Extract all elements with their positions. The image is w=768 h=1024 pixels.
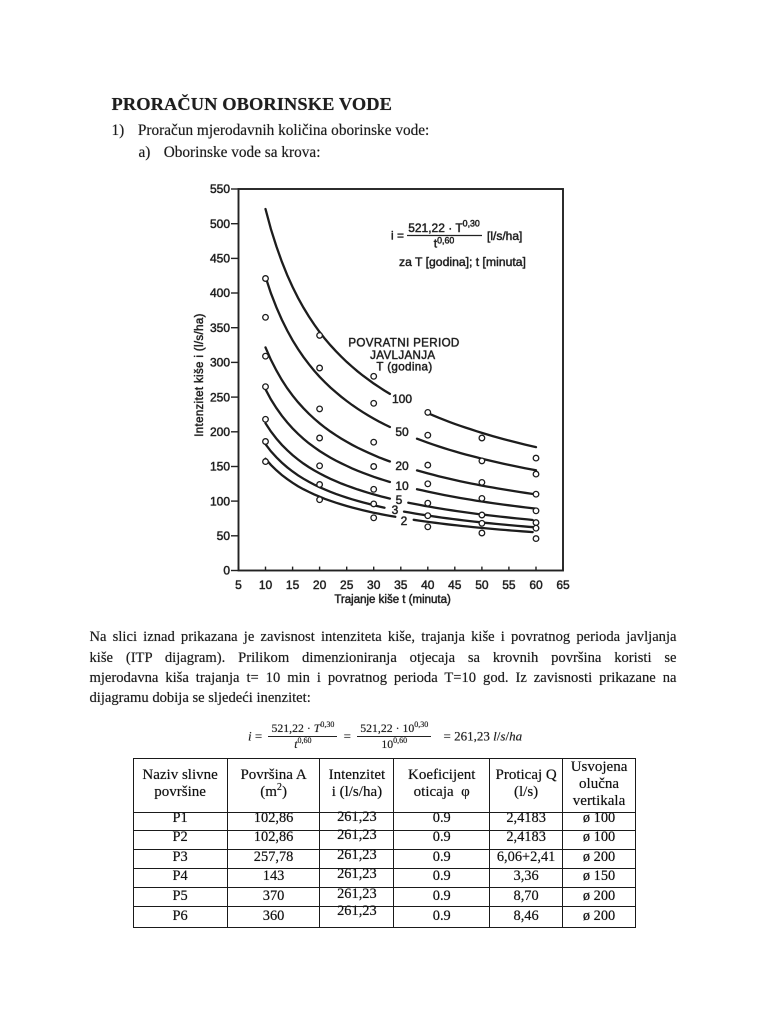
svg-text:30: 30 [367,578,381,592]
svg-text:Trajanje kiše t (minuta): Trajanje kiše t (minuta) [334,594,451,606]
svg-text:400: 400 [210,286,230,300]
svg-text:JAVLJANJA: JAVLJANJA [370,349,435,362]
svg-text:[l/s/ha]: [l/s/ha] [487,229,522,243]
svg-text:40: 40 [421,578,435,592]
svg-text:521,22 · T0,30: 521,22 · T0,30 [408,219,480,235]
svg-text:20: 20 [313,578,327,592]
svg-text:300: 300 [210,356,230,370]
svg-text:25: 25 [340,578,354,592]
svg-text:50: 50 [217,529,231,543]
svg-text:0: 0 [223,564,230,578]
svg-text:za T [godina]; t [minuta]: za T [godina]; t [minuta] [399,255,526,269]
svg-text:100: 100 [392,392,412,406]
svg-text:T (godina): T (godina) [376,360,432,373]
svg-text:55: 55 [502,578,516,592]
svg-text:45: 45 [448,578,462,592]
svg-text:350: 350 [210,321,230,335]
svg-text:450: 450 [210,252,230,266]
svg-text:60: 60 [529,578,543,592]
svg-text:65: 65 [556,578,570,592]
svg-text:35: 35 [394,578,408,592]
svg-text:50: 50 [395,425,409,439]
svg-text:150: 150 [210,460,230,474]
svg-text:2: 2 [401,514,408,528]
svg-text:15: 15 [286,578,300,592]
svg-text:5: 5 [235,578,242,592]
svg-text:10: 10 [395,479,409,493]
svg-text:250: 250 [210,390,230,404]
svg-text:3: 3 [392,503,399,517]
svg-text:POVRATNI PERIOD: POVRATNI PERIOD [348,336,459,349]
svg-text:5: 5 [396,493,403,507]
svg-text:t0,60: t0,60 [434,235,455,250]
svg-text:500: 500 [210,217,230,231]
svg-text:100: 100 [210,494,230,508]
svg-text:550: 550 [210,182,230,196]
svg-text:i =: i = [391,229,404,243]
svg-text:200: 200 [210,425,230,439]
svg-text:20: 20 [395,459,409,473]
svg-text:Intenzitet kiše i (l/s/ha): Intenzitet kiše i (l/s/ha) [194,313,206,437]
svg-text:50: 50 [475,578,489,592]
svg-text:10: 10 [259,578,273,592]
